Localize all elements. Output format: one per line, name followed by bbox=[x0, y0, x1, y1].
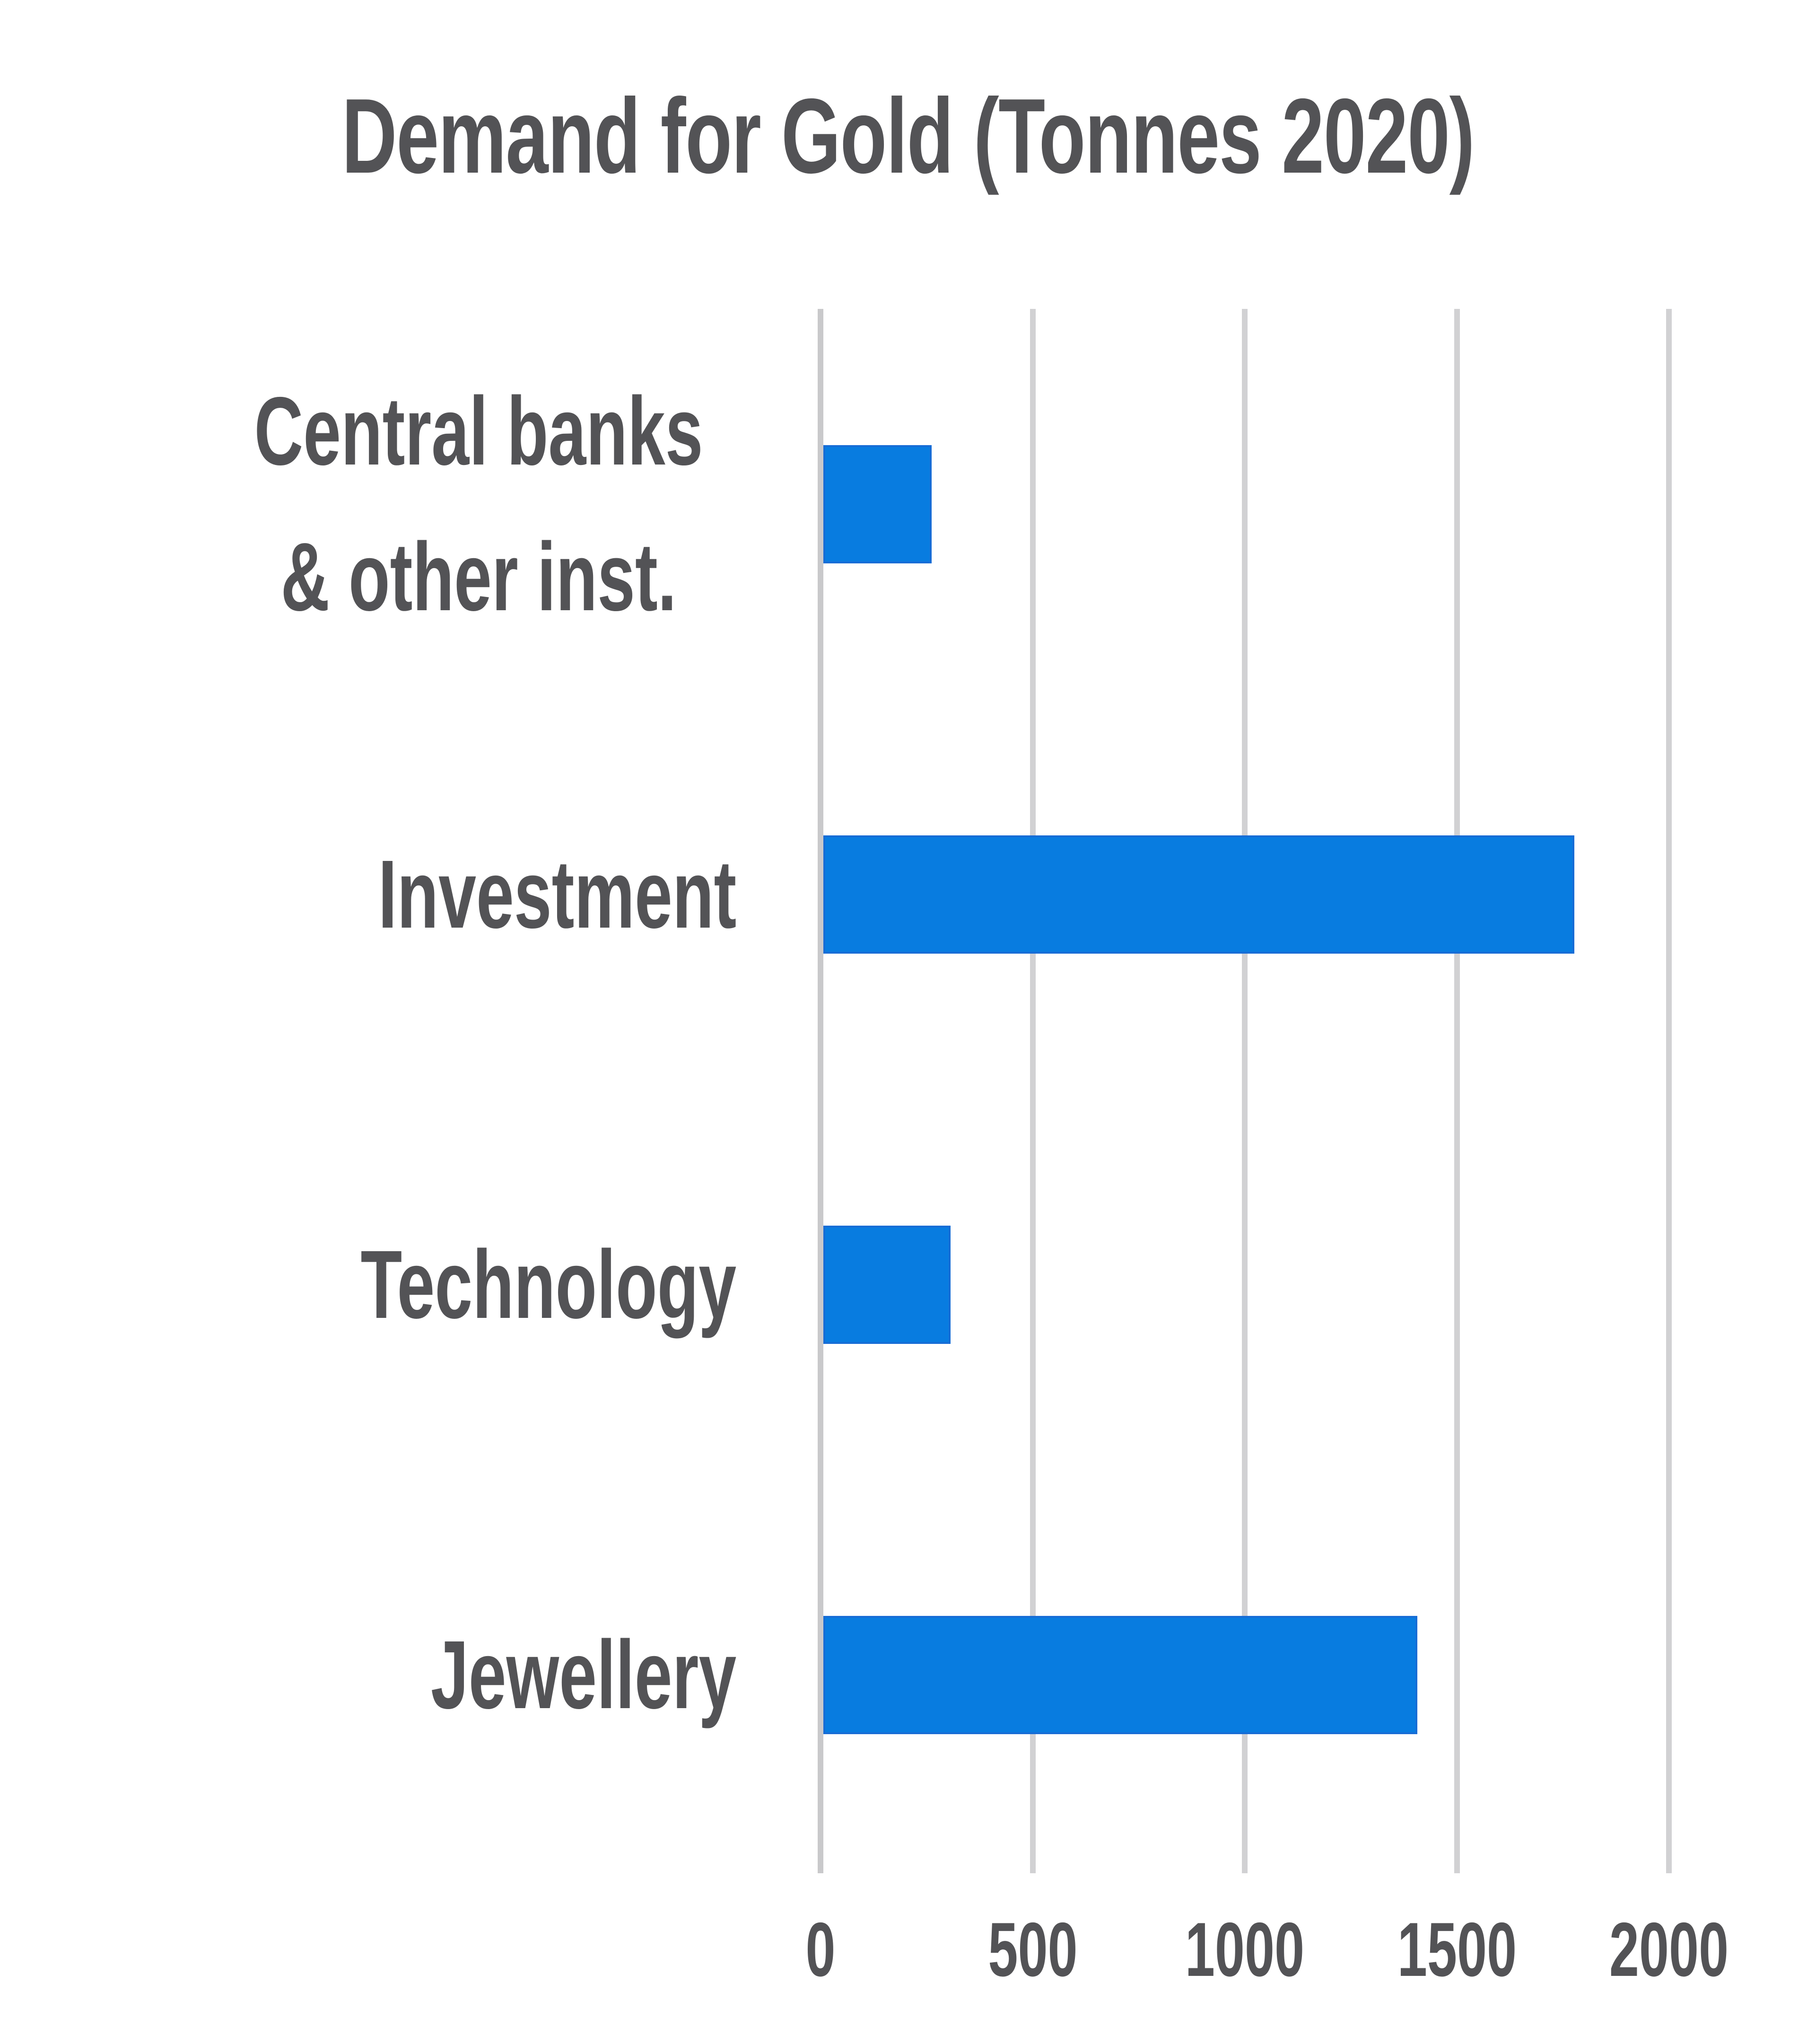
category-label-cell: Central banks & other inst. bbox=[0, 309, 821, 699]
x-tick-label-1000: 1000 bbox=[1185, 1907, 1305, 1992]
bar-central-banks-other-inst bbox=[823, 445, 932, 563]
category-label: Jewellery bbox=[430, 1620, 736, 1729]
x-tick-label-1500: 1500 bbox=[1397, 1907, 1517, 1992]
gridline-x-500 bbox=[1030, 309, 1036, 1873]
chart-row: Technology bbox=[0, 1089, 1816, 1480]
bar-track bbox=[821, 1089, 1816, 1480]
bar-track bbox=[821, 309, 1816, 699]
chart-row: Investment bbox=[0, 699, 1816, 1089]
bar-technology bbox=[823, 1225, 951, 1344]
bar-jewellery bbox=[823, 1615, 1418, 1734]
bar-rows-group: Central banks & other inst. Investment Tec… bbox=[0, 309, 1816, 1870]
gridline-x-1500 bbox=[1454, 309, 1460, 1873]
category-label-cell: Jewellery bbox=[0, 1480, 821, 1870]
gridline-x-2000 bbox=[1666, 309, 1672, 1873]
category-label: Investment bbox=[378, 840, 736, 948]
x-tick-label-500: 500 bbox=[987, 1907, 1078, 1992]
bar-track bbox=[821, 699, 1816, 1089]
category-label: Central banks & other inst. bbox=[254, 377, 703, 631]
chart-title: Demand for Gold (Tonnes 2020) bbox=[341, 76, 1475, 195]
category-label: Technology bbox=[360, 1230, 736, 1339]
bar-investment bbox=[823, 835, 1575, 954]
x-axis-tick-labels: 0 500 1000 1500 2000 bbox=[0, 1904, 1816, 2022]
category-label-cell: Technology bbox=[0, 1089, 821, 1480]
chart-title-row: Demand for Gold (Tonnes 2020) bbox=[0, 83, 1816, 189]
chart-row: Central banks & other inst. bbox=[0, 309, 1816, 699]
plot-area: Central banks & other inst. Investment Tec… bbox=[0, 309, 1816, 1873]
x-tick-label-2000: 2000 bbox=[1609, 1907, 1729, 1992]
gridline-x-1000 bbox=[1242, 309, 1248, 1873]
x-tick-label-0: 0 bbox=[805, 1907, 836, 1992]
chart-row: Jewellery bbox=[0, 1480, 1816, 1870]
bar-track bbox=[821, 1480, 1816, 1870]
gridline-x-0 bbox=[818, 309, 823, 1873]
category-label-cell: Investment bbox=[0, 699, 821, 1089]
